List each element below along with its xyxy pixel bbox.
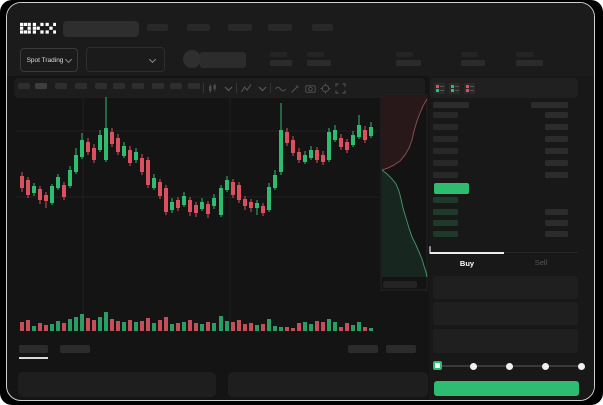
orderbook-column-header [531,102,568,108]
orderbook-bid-size [545,231,568,237]
ticker-stat-value [396,60,421,66]
draw-pencil-icon[interactable] [290,83,301,94]
trade-form-field[interactable] [433,302,578,325]
search-input[interactable] [63,21,139,37]
slider-step-dot[interactable] [577,362,585,370]
nav-item-placeholder[interactable] [187,24,210,31]
trade-form-field[interactable] [433,276,578,299]
timeframe-tab[interactable] [113,83,125,89]
slider-step-dot[interactable] [505,362,513,370]
orderbook-bid-price[interactable] [433,209,458,215]
ticker-stat-label [461,52,478,57]
orderbook-ask-price[interactable] [433,136,458,142]
slider-step-dot[interactable] [541,362,549,370]
orderbook-ask-price[interactable] [433,148,458,154]
toolbar-divider [270,83,271,93]
orderbook-ask-price[interactable] [433,124,458,130]
fullscreen-icon[interactable] [335,83,346,94]
ticker-stat-label [270,52,287,57]
okx-logo-glyph [20,22,56,34]
orderbook-layout-combined[interactable] [434,83,445,94]
camera-snapshot-icon[interactable] [305,83,316,94]
nav-item-placeholder[interactable] [147,24,168,31]
ticker-stat-value [516,60,543,66]
ticker-stat-value [307,60,331,66]
orderbook-bid-price[interactable] [433,220,458,226]
orderbook-ask-size [545,148,568,154]
header-action-button[interactable] [200,52,246,68]
okx-trading-window: Spot Trading [6,2,595,401]
bottom-panel-tab[interactable] [60,345,90,353]
orderbook-bid-size [545,220,568,226]
bottom-panel-action[interactable] [386,345,416,353]
scrollbar-thumb[interactable] [429,246,431,254]
orderbook-ask-price[interactable] [433,160,458,166]
market-type-dropdown[interactable]: Spot Trading [20,48,78,72]
bottom-panel-tab[interactable] [19,345,48,353]
header-band [7,3,594,76]
buy-submit-button[interactable] [434,381,579,396]
okx-logo[interactable] [20,22,56,40]
bottom-info-panel [18,372,216,397]
depth-chart-thumbnail[interactable] [381,95,427,290]
ticker-stat-label [516,52,534,57]
amount-slider-handle[interactable] [433,361,442,370]
orderbook-last-price[interactable] [434,183,469,194]
orderbook-bid-price[interactable] [433,231,458,237]
orderbook-bid-price[interactable] [433,197,458,203]
timeframe-tab[interactable] [188,83,200,89]
tab-sell[interactable]: Sell [534,258,548,267]
chart-settings-icon[interactable] [320,83,331,94]
tab-buy[interactable]: Buy [430,251,504,273]
nav-item-placeholder[interactable] [228,24,252,31]
ticker-stat-value [461,60,485,66]
chevron-down-icon [148,55,157,64]
orderbook-ask-size [545,172,568,178]
user-avatar[interactable] [183,50,201,68]
timeframe-tab[interactable] [75,83,87,89]
timeframe-tab[interactable] [152,83,164,89]
orderbook-ask-price[interactable] [433,112,458,118]
chevron-down-icon[interactable] [224,86,235,97]
toolbar-divider [203,83,204,93]
orderbook-ask-size [545,136,568,142]
price-chart-pan-area[interactable] [14,96,378,332]
toolbar-divider [236,83,237,93]
timeframe-tab[interactable] [18,83,30,89]
interval-candles-icon[interactable] [207,83,218,94]
trading-pair-dropdown[interactable] [86,47,165,72]
nav-item-placeholder[interactable] [268,24,292,31]
bottom-info-panel [228,372,428,397]
orderbook-ask-size [545,160,568,166]
slider-step-dot[interactable] [469,362,477,370]
timeframe-tab[interactable] [132,83,144,89]
chevron-down-icon[interactable] [258,86,269,97]
timeframe-tab[interactable] [55,83,67,89]
orderbook-ask-size [545,124,568,130]
timeframe-tab[interactable] [95,83,107,89]
orderbook-layout-asks[interactable] [464,83,475,94]
trade-form-field[interactable] [433,329,578,353]
ticker-stat-label [307,52,324,57]
indicators-icon[interactable] [241,83,252,94]
orderbook-column-header [433,102,469,108]
market-type-label: Spot Trading [26,56,64,64]
depth-control-placeholder[interactable] [383,281,417,288]
chevron-down-icon [65,55,73,63]
timeframe-tab[interactable] [35,83,47,89]
trade-side-tabs: Buy Sell [430,251,578,273]
orderbook-bid-size [545,209,568,215]
line-type-icon[interactable] [275,85,286,96]
orderbook-ask-size [545,112,568,118]
orderbook-ask-price[interactable] [433,172,458,178]
ticker-stat-label [396,52,413,57]
bottom-tab-active-underline [19,357,48,359]
ticker-stat-value [270,60,292,66]
orderbook-layout-bids[interactable] [449,83,460,94]
timeframe-tab[interactable] [170,83,182,89]
stage: Spot Trading [7,3,594,400]
bottom-panel-action[interactable] [348,345,378,353]
nav-item-placeholder[interactable] [312,24,333,31]
